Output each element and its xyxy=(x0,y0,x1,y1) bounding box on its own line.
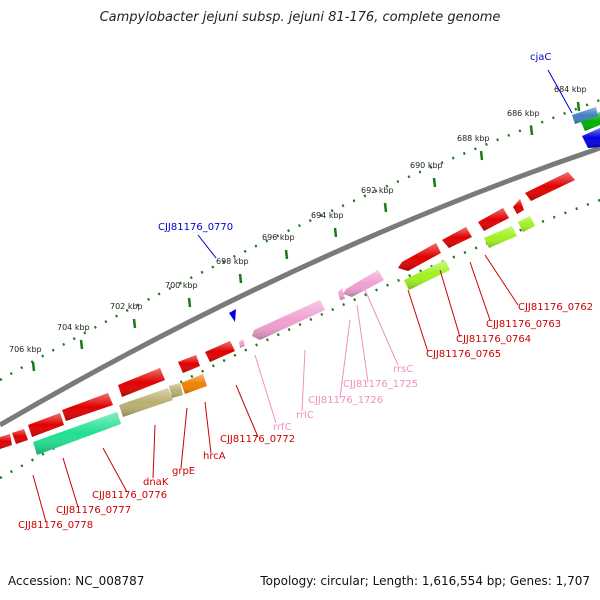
ruler-tick xyxy=(31,361,36,372)
ruler-tick-label: 694 kbp xyxy=(311,211,344,220)
gene-label[interactable]: rrsC xyxy=(393,364,413,375)
rrna-arrow-shade xyxy=(239,339,245,348)
ruler-tick-label: 692 kbp xyxy=(361,186,394,195)
gene-label[interactable]: CJJ81176_1725 xyxy=(343,379,418,390)
gene-arrow-shade xyxy=(518,216,535,232)
label-leader-line xyxy=(102,447,128,493)
ruler-tick xyxy=(187,297,192,308)
label-leader-line xyxy=(547,69,573,114)
gene-arrow-shade xyxy=(12,429,28,444)
ruler-tick-label: 690 kbp xyxy=(410,161,443,170)
gene-arrow-shade xyxy=(205,341,235,362)
ruler-tick-label: 684 kbp xyxy=(554,85,587,94)
gene-arrow-shade xyxy=(181,374,207,394)
ruler-tick-label: 700 kbp xyxy=(165,281,198,290)
ruler-tick-label: 688 kbp xyxy=(457,134,490,143)
label-leader-line xyxy=(339,319,351,399)
gene-label[interactable]: dnaK xyxy=(143,477,169,488)
gene-label[interactable]: CJJ81176_1726 xyxy=(308,395,383,406)
ruler-tick-label: 696 kbp xyxy=(262,233,295,242)
gene-arrow-shade xyxy=(0,434,12,449)
label-leader-line xyxy=(152,424,156,479)
ruler-tick-label: 702 kbp xyxy=(110,302,143,311)
gene-label[interactable]: CJJ81176_0765 xyxy=(426,349,501,360)
gene-arrow-shade xyxy=(28,413,64,437)
ruler-tick-label: 686 kbp xyxy=(507,109,540,118)
gene-label[interactable]: CJJ81176_0762 xyxy=(518,302,593,313)
label-leader-line xyxy=(254,354,277,424)
gene-label[interactable]: cjaC xyxy=(530,52,551,63)
label-leader-line xyxy=(301,349,306,412)
gene-label[interactable]: hrcA xyxy=(203,451,226,462)
gene-arrow-shade xyxy=(119,388,173,417)
label-leader-line xyxy=(204,401,212,454)
rrna-arrow-shade xyxy=(343,270,384,297)
rrna-arrow-shade xyxy=(252,300,325,340)
feature-marker xyxy=(229,309,236,322)
rrna-arrow-shade xyxy=(338,288,345,300)
gene-label[interactable]: CJJ81176_0776 xyxy=(92,490,167,501)
gene-arrow-shade xyxy=(404,260,450,290)
gene-arrow-shade xyxy=(33,412,121,455)
genome-summary: Topology: circular; Length: 1,616,554 bp… xyxy=(260,574,590,588)
gene-arrow-shade xyxy=(62,393,113,421)
gene-label[interactable]: CJJ81176_0763 xyxy=(486,319,561,330)
gene-arrow-shade xyxy=(513,199,524,214)
gene-label[interactable]: CJJ81176_0772 xyxy=(220,434,295,445)
ruler-tick-label: 698 kbp xyxy=(216,257,249,266)
label-leader-line xyxy=(484,254,519,306)
label-leader-line xyxy=(180,407,188,469)
label-leader-line xyxy=(235,384,259,438)
label-leader-line xyxy=(469,261,491,321)
label-leader-line xyxy=(356,304,369,383)
accession-label: Accession: NC_008787 xyxy=(8,574,145,588)
gene-label[interactable]: CJJ81176_0778 xyxy=(18,520,93,531)
map-title: Campylobacter jejuni subsp. jejuni 81-17… xyxy=(99,10,501,25)
ruler-tick xyxy=(479,150,484,161)
ruler-tick xyxy=(576,101,581,112)
gene-label[interactable]: CJJ81176_0764 xyxy=(456,334,531,345)
gene-label[interactable]: CJJ81176_0777 xyxy=(56,505,131,516)
gene-label[interactable]: rrlC xyxy=(296,410,314,421)
label-leader-line xyxy=(197,234,217,259)
gene-arrow-shade xyxy=(169,383,183,398)
gene-arrow-shade xyxy=(442,227,472,248)
ruler-tick-label: 706 kbp xyxy=(9,345,42,354)
ruler-tick xyxy=(79,339,84,350)
ruler-tick xyxy=(132,318,137,329)
gene-label[interactable]: CJJ81176_0770 xyxy=(158,222,233,233)
gene-arrow-shade xyxy=(484,226,517,248)
gene-arrow-shade xyxy=(118,368,165,397)
ruler-tick xyxy=(529,125,534,136)
gene-label[interactable]: rrfC xyxy=(273,422,292,433)
gene-arrow-shade xyxy=(582,128,600,148)
ruler-tick xyxy=(333,227,338,238)
gene-arrow-shade xyxy=(398,243,441,271)
label-leader-line xyxy=(32,474,47,523)
label-leader-line xyxy=(364,289,399,366)
ruler-tick xyxy=(383,202,388,213)
label-leader-line xyxy=(407,289,429,353)
genome-backbone xyxy=(0,145,600,428)
ruler-tick xyxy=(238,273,243,284)
gene-arrow-shade xyxy=(525,172,575,201)
gene-arrow-shade xyxy=(572,107,598,124)
ruler-tick xyxy=(432,177,437,188)
label-leader-line xyxy=(439,269,461,338)
gene-arrow-shade xyxy=(178,355,200,373)
ruler-tick-label: 704 kbp xyxy=(57,323,90,332)
ruler-tick xyxy=(284,249,289,260)
gene-arrow-shade xyxy=(478,208,509,231)
label-leader-line xyxy=(62,457,79,508)
gene-label[interactable]: grpE xyxy=(172,466,195,477)
